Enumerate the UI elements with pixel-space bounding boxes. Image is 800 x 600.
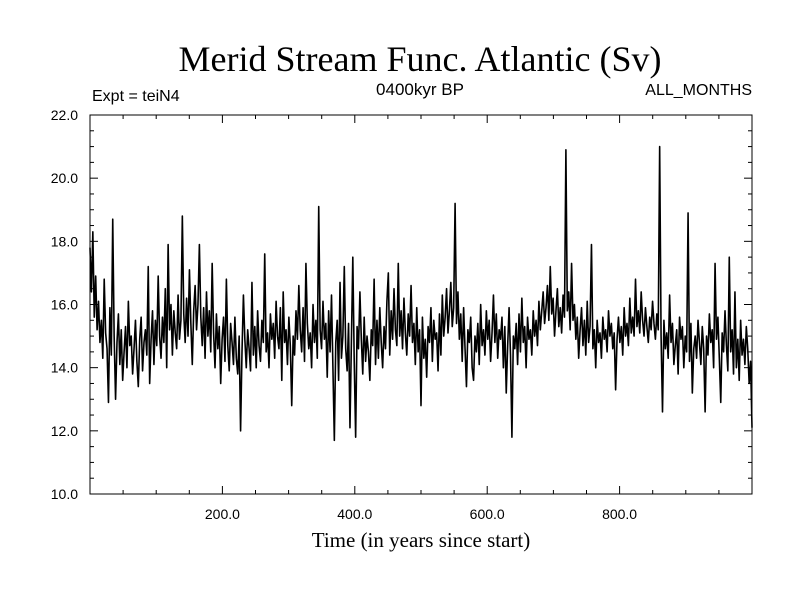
experiment-label: Expt = teiN4 xyxy=(92,88,180,105)
y-tick-label: 12.0 xyxy=(51,423,78,439)
y-tick-label: 16.0 xyxy=(51,297,78,313)
chart-title: Merid Stream Func. Atlantic (Sv) xyxy=(178,39,662,79)
months-label: ALL_MONTHS xyxy=(645,82,752,99)
chart-subtitle: 0400kyr BP xyxy=(376,80,464,99)
series-line xyxy=(89,145,753,442)
y-tick-label: 20.0 xyxy=(51,170,78,186)
x-tick-label: 200.0 xyxy=(205,506,240,522)
x-tick-label: 400.0 xyxy=(337,506,372,522)
plot-area: 200.0 400.0 600.0 800.0 10.0 12.0 14.0 16.0 18.0… xyxy=(51,107,753,522)
x-axis-label: Time (in years since start) xyxy=(311,528,531,552)
x-tick-label: 800.0 xyxy=(602,506,637,522)
x-tick-label: 600.0 xyxy=(470,506,505,522)
y-tick-label: 10.0 xyxy=(51,486,78,502)
y-tick-label: 18.0 xyxy=(51,233,78,249)
y-tick-label: 14.0 xyxy=(51,360,78,376)
y-tick-label: 22.0 xyxy=(51,107,78,123)
